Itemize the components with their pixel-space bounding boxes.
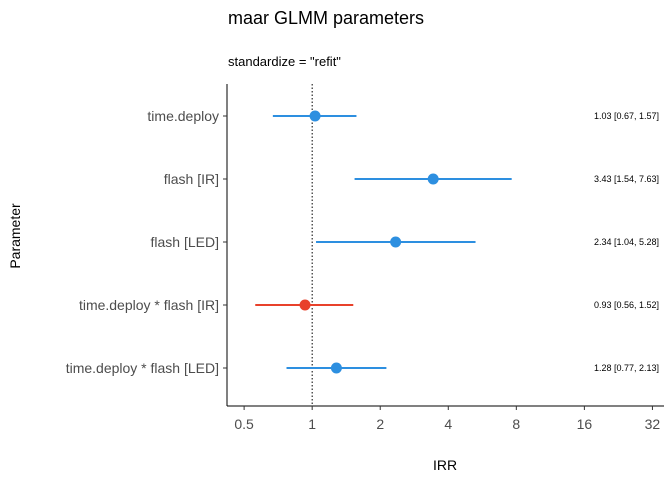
estimate-annotation: 1.28 [0.77, 2.13]	[594, 363, 659, 373]
estimate-point	[427, 173, 439, 185]
x-axis-title: IRR	[433, 457, 457, 473]
estimate-annotation: 2.34 [1.04, 5.28]	[594, 237, 659, 247]
x-tick-label: 2	[376, 416, 384, 432]
estimate-annotations: 1.03 [0.67, 1.57] 3.43 [1.54, 7.63] 2.34 […	[594, 111, 659, 373]
x-ticks: 0.5 1 2 4 8 16 32	[234, 406, 660, 432]
parameter-label: time.deploy	[147, 108, 219, 124]
estimate-annotation: 3.43 [1.54, 7.63]	[594, 174, 659, 184]
y-labels: time.deploy flash [IR] flash [LED] time.dep…	[66, 108, 227, 376]
estimate-point	[299, 299, 311, 311]
axes	[226, 84, 664, 407]
estimate-point	[330, 362, 342, 374]
x-tick-label: 4	[444, 416, 452, 432]
x-tick-label: 32	[645, 416, 661, 432]
chart-subtitle: standardize = "refit"	[228, 54, 341, 69]
estimate-point	[390, 236, 402, 248]
estimate-point	[309, 110, 321, 122]
estimate-annotation: 0.93 [0.56, 1.52]	[594, 300, 659, 310]
chart-title: maar GLMM parameters	[228, 8, 424, 28]
y-axis-title: Parameter	[7, 203, 23, 269]
x-tick-label: 8	[512, 416, 520, 432]
x-tick-label: 16	[577, 416, 593, 432]
parameter-label: time.deploy * flash [IR]	[79, 297, 219, 313]
estimate-annotation: 1.03 [0.67, 1.57]	[594, 111, 659, 121]
x-tick-label: 1	[308, 416, 316, 432]
x-tick-label: 0.5	[234, 416, 254, 432]
estimate-marks	[255, 110, 512, 374]
parameter-label: flash [IR]	[164, 171, 219, 187]
parameter-label: flash [LED]	[151, 234, 219, 250]
parameter-label: time.deploy * flash [LED]	[66, 360, 219, 376]
